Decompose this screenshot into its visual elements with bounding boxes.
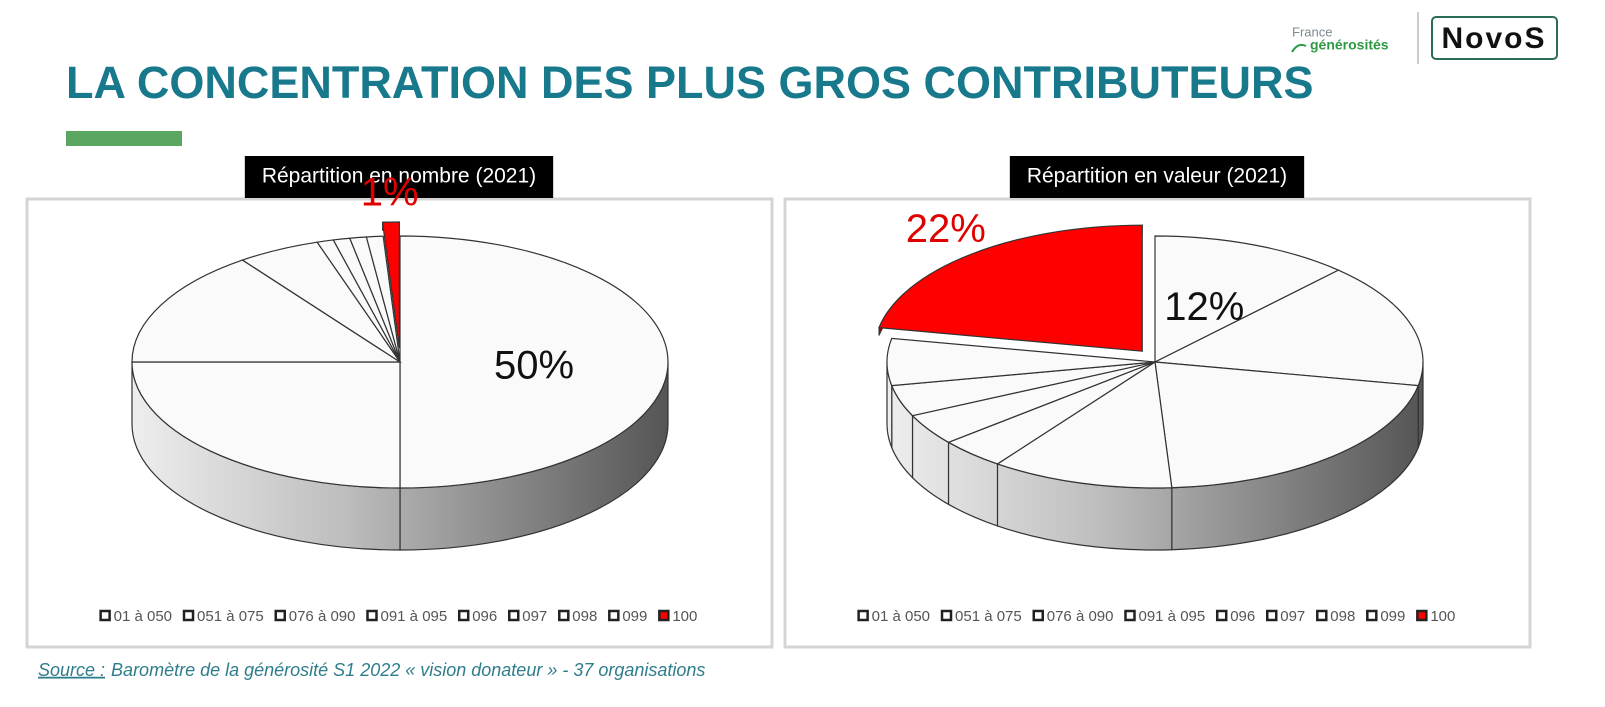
legend-label: 098 [1330, 608, 1355, 625]
chart-title: Répartition en valeur (2021) [1027, 165, 1287, 188]
legend: 01 à 050 051 à 075 076 à 090 091 à 095 096 09… [99, 608, 697, 625]
slide-title: LA CONCENTRATION DES PLUS GROS CONTRIBUT… [66, 57, 1314, 108]
legend-label: 100 [1430, 608, 1455, 625]
legend-label: 096 [1230, 608, 1255, 625]
legend-swatch [940, 609, 953, 622]
logo-novos: NovoS [1441, 22, 1546, 55]
source-text: Baromètre de la générosité S1 2022 « vis… [111, 660, 705, 680]
legend-swatch [457, 609, 470, 622]
legend-label: 096 [472, 608, 497, 625]
pie-slice [886, 337, 1156, 387]
legend-swatch [558, 609, 570, 622]
legend-swatch [1124, 609, 1136, 622]
legend-swatch [274, 609, 286, 622]
legend-swatch [857, 609, 869, 622]
pie-tops [878, 224, 1424, 489]
legend-label: 076 à 090 [1047, 608, 1114, 625]
pie-slice [1154, 361, 1420, 489]
legend-swatch [1032, 609, 1044, 622]
logo-france: France générosités [1291, 24, 1389, 53]
legend-swatch [658, 609, 670, 622]
legend-swatch [1266, 609, 1278, 622]
pie-chart: Répartition en valeur (2021) 12% 22% 01 à 0… [857, 156, 1455, 625]
slice-label: 12% [1164, 285, 1244, 329]
legend-swatch [1215, 609, 1228, 622]
legend-swatch [99, 609, 111, 622]
slice-label: 22% [906, 207, 986, 251]
pie-labels: 12% 22% [906, 207, 1245, 329]
legend-label: 097 [1280, 608, 1305, 625]
pie-slice [878, 224, 1143, 352]
pie-sides [878, 224, 1424, 551]
legend-label: 099 [1380, 608, 1405, 625]
pie-slice [381, 221, 400, 349]
legend-swatch [1366, 609, 1378, 622]
legend-label: 097 [522, 608, 547, 625]
pie-slice [131, 361, 401, 489]
source-label: Source : [38, 660, 105, 680]
pie-slice [365, 235, 401, 363]
pie-slice [1152, 269, 1424, 387]
chart-title-box [244, 156, 554, 198]
legend-swatch [508, 609, 520, 622]
chart-title-box [1009, 156, 1305, 198]
legend-label: 098 [572, 608, 597, 625]
legend-label: 01 à 050 [872, 608, 930, 625]
pie-chart: Répartition en nombre (2021) 50% 1% 01 à 05… [99, 156, 697, 625]
slice-label: 1% [361, 171, 419, 215]
legend-swatch [366, 609, 378, 622]
legend-label: 091 à 095 [1138, 608, 1205, 625]
logo-swoosh [1291, 43, 1307, 53]
title-underline [66, 131, 182, 146]
legend-label: 091 à 095 [380, 608, 447, 625]
slice-label: 50% [494, 344, 574, 388]
pie-slice [131, 259, 403, 363]
legend: 01 à 050 051 à 075 076 à 090 091 à 095 096 09… [857, 608, 1455, 625]
legend-swatch [608, 609, 620, 622]
charts: Répartition en nombre (2021) 50% 1% 01 à 05… [99, 156, 1455, 625]
pie-tops [131, 221, 669, 489]
legend-swatch [1416, 609, 1428, 622]
logo-novos-box [1431, 16, 1558, 60]
pie-labels: 50% 1% [361, 171, 574, 388]
legend-label: 01 à 050 [114, 608, 172, 625]
legend-label: 076 à 090 [289, 608, 356, 625]
logo-text: France [1292, 24, 1332, 39]
legend-swatch [182, 609, 195, 622]
legend-label: 100 [672, 608, 697, 625]
legend-label: 051 à 075 [955, 608, 1022, 625]
pie-slice [1154, 235, 1340, 363]
legend-label: 051 à 075 [197, 608, 264, 625]
legend-label: 099 [622, 608, 647, 625]
chart-title: Répartition en nombre (2021) [262, 165, 536, 188]
legend-swatch [1316, 609, 1328, 622]
pie-slice [399, 235, 669, 489]
pie-slice [996, 360, 1173, 489]
logo-text: générosités [1310, 37, 1389, 53]
